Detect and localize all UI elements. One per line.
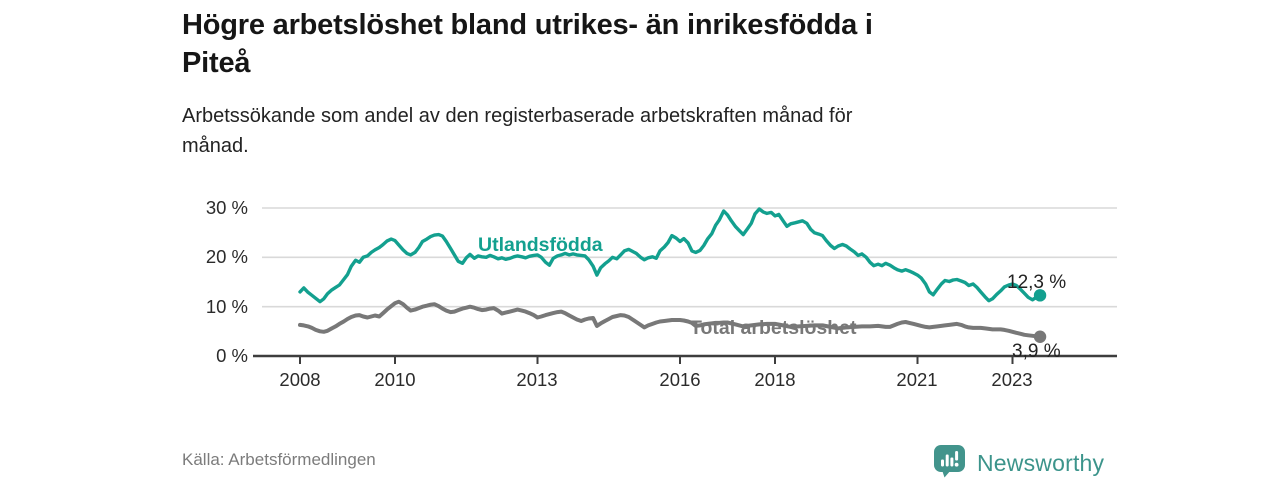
- chart-subtitle-line-1: Arbetssökande som andel av den registerb…: [182, 105, 853, 127]
- series-line-1: [298, 299, 1042, 339]
- series-end-dot-0: [1033, 289, 1047, 302]
- newsworthy-wordmark: Newsworthy: [977, 450, 1105, 476]
- series-line-0: [298, 207, 1042, 304]
- series-label-total-arbetsloshet: Total arbetslöshet: [690, 317, 857, 339]
- end-value-label-total-arbetsloshet: 3,9 %: [1012, 341, 1061, 362]
- newsworthy-brand: Newsworthy: [933, 444, 1104, 483]
- x-axis-label-2013: 2013: [516, 369, 557, 390]
- chart-subtitle: Arbetssökande som andel av den registerb…: [182, 101, 1042, 161]
- chart-plot-layer: [253, 207, 1117, 364]
- y-axis-label-30: 30 %: [206, 197, 248, 218]
- series-label-utlandsfodda: Utlandsfödda: [478, 234, 603, 256]
- x-axis-label-2023: 2023: [991, 369, 1032, 390]
- x-axis-label-2016: 2016: [659, 369, 700, 390]
- y-axis-label-20: 20 %: [206, 246, 248, 267]
- x-axis-label-2018: 2018: [754, 369, 795, 390]
- newsworthy-logo-icon: [933, 444, 967, 483]
- chart-title-line-2: Piteå: [182, 47, 251, 79]
- x-axis-label-2021: 2021: [896, 369, 937, 390]
- series-end-dot-1: [1033, 330, 1047, 343]
- chart-subtitle-line-2: månad.: [182, 135, 249, 157]
- x-axis-label-2008: 2008: [279, 369, 320, 390]
- line-chart: 0 % 10 % 20 % 30 % 2008 2010 2013 2016 2…: [206, 197, 1117, 390]
- end-value-label-utlandsfodda: 12,3 %: [1007, 272, 1066, 293]
- y-axis-label-0: 0 %: [216, 345, 248, 366]
- source-attribution: Källa: Arbetsförmedlingen: [182, 450, 376, 469]
- chart-title-line-1: Högre arbetslöshet bland utrikes- än inr…: [182, 9, 873, 41]
- y-axis-label-10: 10 %: [206, 296, 248, 317]
- x-axis-label-2010: 2010: [374, 369, 415, 390]
- chart-title: Högre arbetslöshet bland utrikes- än inr…: [182, 6, 1082, 82]
